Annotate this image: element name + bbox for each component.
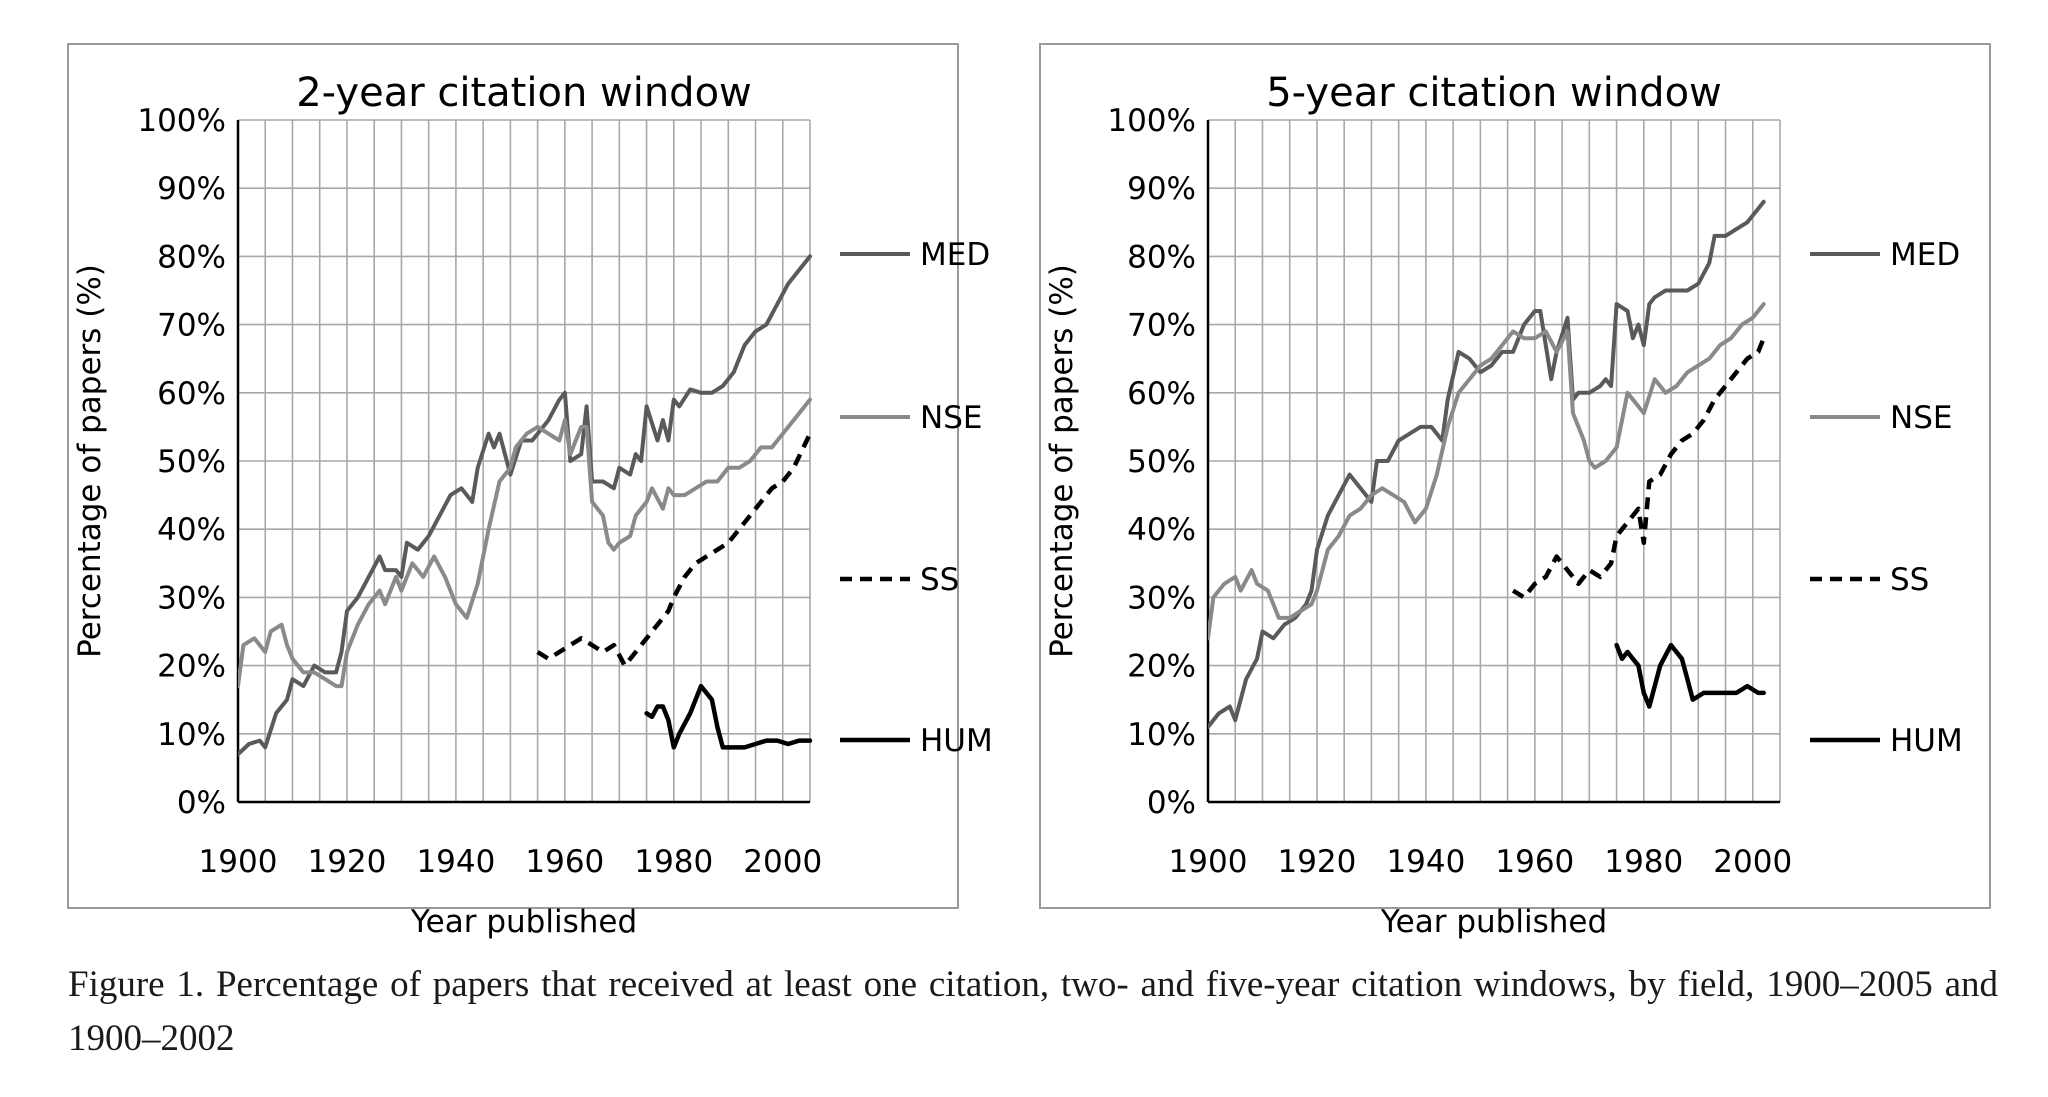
x-tick-label: 2000	[1713, 844, 1792, 880]
x-tick-label: 1900	[1169, 844, 1248, 880]
legend-label-med: MED	[1890, 237, 1960, 273]
y-tick-label: 60%	[157, 376, 226, 412]
legend-label-med: MED	[920, 237, 990, 273]
y-tick-label: 40%	[1127, 512, 1196, 548]
x-axis-label: Year published	[1380, 904, 1607, 940]
x-tick-label: 1920	[307, 844, 386, 880]
x-tick-label: 1960	[1495, 844, 1574, 880]
x-tick-label: 2000	[743, 844, 822, 880]
x-tick-label: 1960	[525, 844, 604, 880]
y-tick-label: 70%	[157, 308, 226, 344]
x-tick-label: 1900	[199, 844, 278, 880]
y-tick-label: 90%	[157, 171, 226, 207]
y-tick-label: 70%	[1127, 308, 1196, 344]
grid	[1207, 119, 1781, 803]
y-tick-label: 100%	[137, 103, 226, 139]
figure-caption: Figure 1. Percentage of papers that rece…	[68, 964, 1998, 1059]
chart-title: 2-year citation window	[296, 70, 752, 116]
x-tick-label: 1980	[1604, 844, 1683, 880]
chart-frame	[1039, 43, 1991, 909]
chart-title: 5-year citation window	[1266, 70, 1722, 116]
legend-label-nse: NSE	[920, 400, 982, 436]
legend-label-hum: HUM	[920, 723, 993, 759]
series-line-hum	[644, 683, 813, 750]
y-tick-label: 50%	[1127, 444, 1196, 480]
y-axis-label: Percentage of papers (%)	[72, 264, 108, 658]
series-line-nse	[1208, 302, 1766, 641]
y-tick-label: 60%	[1127, 376, 1196, 412]
y-tick-label: 30%	[1127, 580, 1196, 616]
y-tick-label: 100%	[1107, 103, 1196, 139]
series-line-ss	[1511, 337, 1766, 600]
x-tick-label: 1940	[1386, 844, 1465, 880]
series-line-ss	[536, 432, 813, 668]
y-tick-label: 50%	[157, 444, 226, 480]
legend-label-hum: HUM	[1890, 723, 1963, 759]
series-line-med	[238, 254, 812, 757]
y-tick-label: 20%	[1127, 649, 1196, 685]
y-tick-label: 0%	[177, 785, 226, 821]
y-tick-label: 30%	[157, 580, 226, 616]
x-tick-label: 1920	[1277, 844, 1356, 880]
chart-panel-2-year: 0% 10% 20% 30% 40% 50% 60% 70% 80% 90% 100% 1900 192…	[67, 43, 993, 940]
y-tick-label: 20%	[157, 649, 226, 685]
y-tick-label: 0%	[1147, 785, 1196, 821]
y-tick-label: 80%	[157, 239, 226, 275]
y-tick-label: 10%	[157, 717, 226, 753]
x-tick-label: 1980	[634, 844, 713, 880]
y-axis-label: Percentage of papers (%)	[1044, 264, 1080, 658]
series-line-hum	[1614, 642, 1766, 709]
x-tick-label: 1940	[416, 844, 495, 880]
y-tick-label: 80%	[1127, 239, 1196, 275]
grid	[237, 119, 811, 803]
x-axis-label: Year published	[410, 904, 637, 940]
legend-label-ss: SS	[920, 562, 959, 598]
y-tick-label: 10%	[1127, 717, 1196, 753]
y-tick-label: 40%	[157, 512, 226, 548]
series-line-nse	[238, 397, 812, 689]
legend-label-ss: SS	[1890, 562, 1929, 598]
series-line-med	[1208, 199, 1766, 729]
legend-label-nse: NSE	[1890, 400, 1952, 436]
y-tick-label: 90%	[1127, 171, 1196, 207]
chart-panel-5-year: 0% 10% 20% 30% 40% 50% 60% 70% 80% 90% 100% 1900 192…	[1039, 43, 1991, 940]
chart-frame	[67, 43, 959, 909]
